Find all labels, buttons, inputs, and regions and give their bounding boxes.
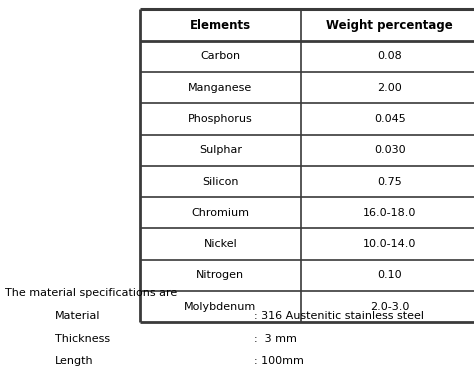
Text: Nitrogen: Nitrogen bbox=[196, 270, 245, 280]
Text: 0.75: 0.75 bbox=[377, 176, 402, 187]
Text: : 316 Austenitic stainless steel: : 316 Austenitic stainless steel bbox=[254, 311, 424, 321]
Text: :  3 mm: : 3 mm bbox=[254, 334, 296, 344]
Text: Silicon: Silicon bbox=[202, 176, 239, 187]
Text: Phosphorus: Phosphorus bbox=[188, 114, 253, 124]
Text: 0.10: 0.10 bbox=[378, 270, 402, 280]
Text: Sulphar: Sulphar bbox=[199, 145, 242, 155]
Text: 0.045: 0.045 bbox=[374, 114, 406, 124]
Text: 0.030: 0.030 bbox=[374, 145, 406, 155]
Text: 10.0-14.0: 10.0-14.0 bbox=[363, 239, 417, 249]
Text: Nickel: Nickel bbox=[203, 239, 237, 249]
Text: 0.08: 0.08 bbox=[377, 51, 402, 61]
Text: Chromium: Chromium bbox=[191, 208, 249, 218]
Text: Molybdenum: Molybdenum bbox=[184, 302, 256, 312]
Text: 2.0-3.0: 2.0-3.0 bbox=[370, 302, 410, 312]
Text: Weight percentage: Weight percentage bbox=[327, 18, 453, 32]
Text: : 100mm: : 100mm bbox=[254, 356, 303, 366]
Text: Elements: Elements bbox=[190, 18, 251, 32]
Text: Material: Material bbox=[55, 311, 100, 321]
Text: Manganese: Manganese bbox=[188, 83, 253, 93]
Text: The material specifications are: The material specifications are bbox=[5, 288, 177, 299]
Text: Length: Length bbox=[55, 356, 93, 366]
Text: Carbon: Carbon bbox=[201, 51, 240, 61]
Text: Thickness: Thickness bbox=[55, 334, 109, 344]
Text: 16.0-18.0: 16.0-18.0 bbox=[363, 208, 417, 218]
Text: 2.00: 2.00 bbox=[377, 83, 402, 93]
